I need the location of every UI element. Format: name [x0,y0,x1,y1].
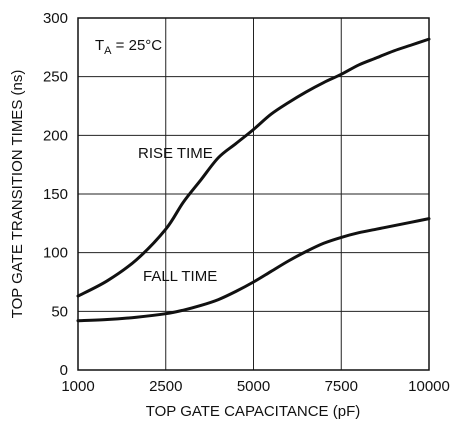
y-tick-label: 100 [43,245,68,262]
tick-labels: 1000 2500 5000 7500 10000 0 50 100 150 200 250 300 [43,10,450,395]
temperature-annotation: TA = 25°C [95,37,162,57]
y-axis-label: TOP GATE TRANSITION TIMES (ns) [9,70,26,319]
series-lines [76,37,431,323]
x-tick-label: 7500 [325,378,358,395]
rise-time-line [76,37,431,298]
y-tick-label: 0 [60,362,68,379]
y-tick-label: 250 [43,69,68,86]
x-tick-label: 5000 [237,378,270,395]
annotation-suffix: = 25°C [112,37,163,54]
annotation-subscript: A [104,45,112,57]
x-tick-label: 2500 [149,378,182,395]
gridlines [78,18,429,370]
fall-time-line [76,217,431,323]
x-tick-label: 1000 [61,378,94,395]
y-tick-label: 150 [43,186,68,203]
rise-time-label: RISE TIME [138,145,213,162]
y-tick-label: 50 [51,303,68,320]
y-tick-label: 300 [43,10,68,27]
y-tick-label: 200 [43,127,68,144]
fall-time-label: FALL TIME [143,268,217,285]
x-tick-label: 10000 [408,378,450,395]
annotation-prefix: T [95,37,104,54]
x-axis-label: TOP GATE CAPACITANCE (pF) [146,403,360,420]
plot-frame [77,17,430,371]
